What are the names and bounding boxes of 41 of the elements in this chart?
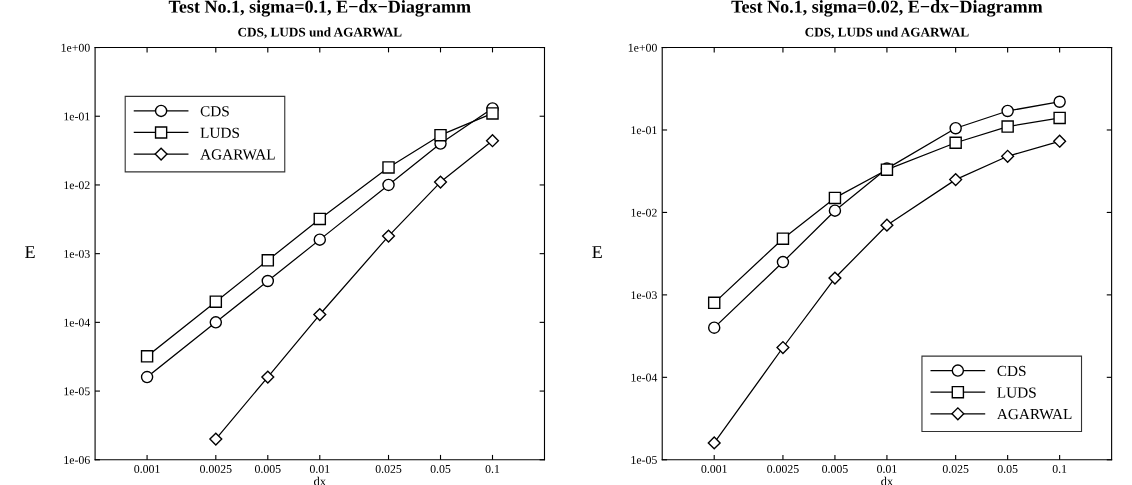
x-tick-label: 0.1 xyxy=(485,464,500,473)
x-tick-label: 0.01 xyxy=(309,464,330,473)
x-tick-label: 0.025 xyxy=(375,464,402,473)
y-axis-title: E xyxy=(592,246,602,258)
y-tick-label: 1e-06 xyxy=(64,456,90,464)
x-tick-label: 0.1 xyxy=(1052,464,1067,473)
y-tick-label: 1e-01 xyxy=(64,112,90,121)
legend-label: LUDS xyxy=(997,387,1036,398)
y-tick-label: 1e-02 xyxy=(631,208,657,217)
x-tick-label: 0.0025 xyxy=(767,464,799,473)
x-axis-title: dx xyxy=(313,476,326,485)
x-tick-label: 0.005 xyxy=(822,464,848,473)
y-tick-label: 1e-05 xyxy=(64,387,90,396)
y-tick-label: 1e-01 xyxy=(631,126,657,135)
legend-label: AGARWAL xyxy=(200,149,275,160)
y-tick-label: 1e-04 xyxy=(64,318,91,327)
y-tick-label: 1e+00 xyxy=(628,43,657,52)
chart-subtitle: CDS, LUDS und AGARWAL xyxy=(238,27,402,39)
x-tick-label: 0.001 xyxy=(134,464,160,473)
y-tick-label: 1e-05 xyxy=(631,456,657,464)
x-tick-label: 0.001 xyxy=(701,464,727,473)
x-tick-label: 0.01 xyxy=(877,464,897,473)
x-tick-label: 0.05 xyxy=(997,464,1018,473)
chart-title: Test No.1, sigma=0.02, E−dx−Diagramm xyxy=(731,0,1043,17)
y-tick-label: 1e-02 xyxy=(64,181,90,190)
x-tick-label: 0.0025 xyxy=(200,464,232,473)
x-tick-label: 0.05 xyxy=(430,464,451,473)
y-axis-title: E xyxy=(25,246,35,258)
legend-label: AGARWAL xyxy=(996,408,1072,420)
y-tick-label: 1e-03 xyxy=(631,291,657,300)
x-axis-title: dx xyxy=(881,476,894,485)
legend-label: CDS xyxy=(200,106,229,117)
x-tick-label: 0.025 xyxy=(942,464,969,473)
legend-label: CDS xyxy=(997,365,1026,377)
y-tick-label: 1e-04 xyxy=(631,373,658,382)
legend-label: LUDS xyxy=(200,127,240,138)
chart-subtitle: CDS, LUDS und AGARWAL xyxy=(805,27,969,39)
y-tick-label: 1e+00 xyxy=(61,43,90,52)
y-tick-label: 1e-03 xyxy=(64,249,90,258)
chart-title: Test No.1, sigma=0.1, E−dx−Diagramm xyxy=(168,0,471,17)
x-tick-label: 0.005 xyxy=(254,464,281,473)
